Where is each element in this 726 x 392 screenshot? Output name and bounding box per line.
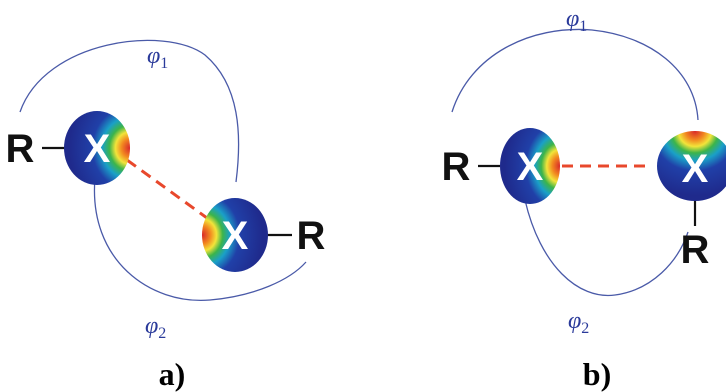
halogen-bond-a bbox=[126, 158, 208, 220]
atom-label-b2: X bbox=[682, 147, 709, 191]
substituent-label-a2: R bbox=[297, 214, 326, 258]
atom-label-a1: X bbox=[84, 127, 111, 171]
substituent-label-b1: R bbox=[442, 145, 471, 189]
halogen-atom-a2 bbox=[202, 198, 268, 272]
halogen-atom-b1 bbox=[500, 128, 560, 204]
angle2-label-b: φ2 bbox=[568, 308, 589, 337]
atom-label-a2: X bbox=[222, 214, 249, 258]
panel-label-b: b) bbox=[583, 356, 611, 392]
angle2-arc-b bbox=[524, 199, 689, 297]
angle1-label-a: φ1 bbox=[147, 43, 168, 72]
panel-a: R X X R φ1 φ2 a) bbox=[6, 39, 326, 392]
atom-label-b1: X bbox=[517, 145, 544, 189]
angle2-arc-a bbox=[93, 177, 307, 301]
angle2-label-a: φ2 bbox=[145, 313, 166, 342]
panel-b: R X X R φ1 φ2 b) bbox=[442, 6, 726, 392]
substituent-label-a1: R bbox=[6, 127, 35, 171]
substituent-label-b2: R bbox=[681, 228, 710, 272]
angle1-arc-b bbox=[451, 28, 699, 121]
halogen-atom-b2 bbox=[657, 131, 726, 201]
panel-label-a: a) bbox=[159, 356, 186, 392]
angle1-arc-a bbox=[19, 39, 240, 183]
angle1-label-b: φ1 bbox=[566, 6, 587, 35]
halogen-atom-a1 bbox=[64, 111, 130, 185]
